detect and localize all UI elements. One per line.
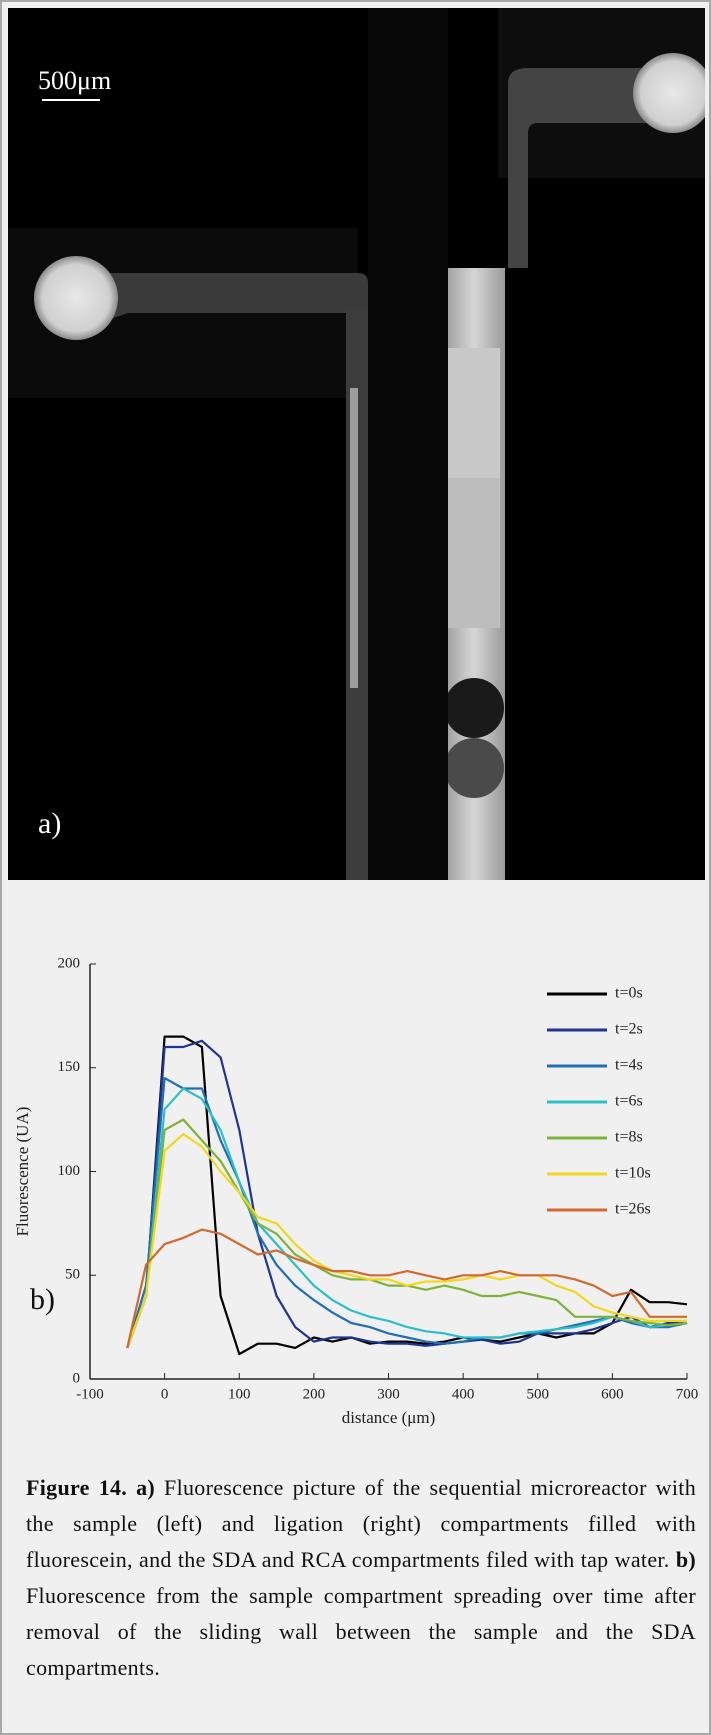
legend-label: t=0s (615, 985, 643, 1002)
data-line (126, 1133, 687, 1349)
caption-label: Figure 14. (26, 1475, 128, 1500)
caption-text: Fluorescence picture of the sequential m… (26, 1475, 696, 1572)
legend-label: t=8s (615, 1129, 643, 1146)
caption-text: Fluorescence from the sample compartment… (26, 1583, 696, 1680)
panel-label: b) (30, 1283, 55, 1316)
data-line (126, 1035, 688, 1356)
legend-label: t=4s (615, 1057, 643, 1074)
caption-part-label: b) (675, 1547, 696, 1572)
caption: Figure 14. a) Fluorescence picture of th… (26, 1470, 696, 1686)
data-line (126, 1039, 688, 1349)
x-tick-label: 700 (676, 1386, 699, 1402)
data-line (126, 1228, 687, 1349)
data-line (126, 1087, 688, 1349)
legend-label: t=2s (615, 1021, 643, 1038)
y-tick-label: 100 (58, 1163, 81, 1179)
micrograph: 500μm a) (8, 8, 705, 880)
x-tick-label: 400 (452, 1386, 475, 1402)
caption-part-label: a) (136, 1475, 156, 1500)
panel-label: a) (38, 807, 61, 840)
x-tick-label: -100 (76, 1386, 104, 1402)
y-tick-label: 50 (65, 1267, 80, 1283)
y-tick-label: 200 (58, 955, 81, 971)
x-tick-label: 0 (161, 1386, 169, 1402)
legend-label: t=6s (615, 1093, 643, 1110)
x-tick-label: 300 (377, 1386, 400, 1402)
x-tick-label: 100 (228, 1386, 251, 1402)
legend-label: t=10s (615, 1165, 651, 1182)
x-tick-label: 500 (527, 1386, 550, 1402)
legend-label: t=26s (615, 1201, 651, 1218)
data-line (126, 1077, 688, 1349)
x-tick-label: 600 (601, 1386, 624, 1402)
x-axis-label: distance (μm) (342, 1408, 436, 1427)
x-tick-label: 200 (303, 1386, 326, 1402)
y-tick-label: 150 (58, 1059, 81, 1075)
y-tick-label: 0 (73, 1370, 81, 1386)
y-axis-label: Fluorescence (UA) (13, 1107, 32, 1237)
data-line (126, 1118, 688, 1349)
scale-label: 500μm (38, 66, 111, 95)
